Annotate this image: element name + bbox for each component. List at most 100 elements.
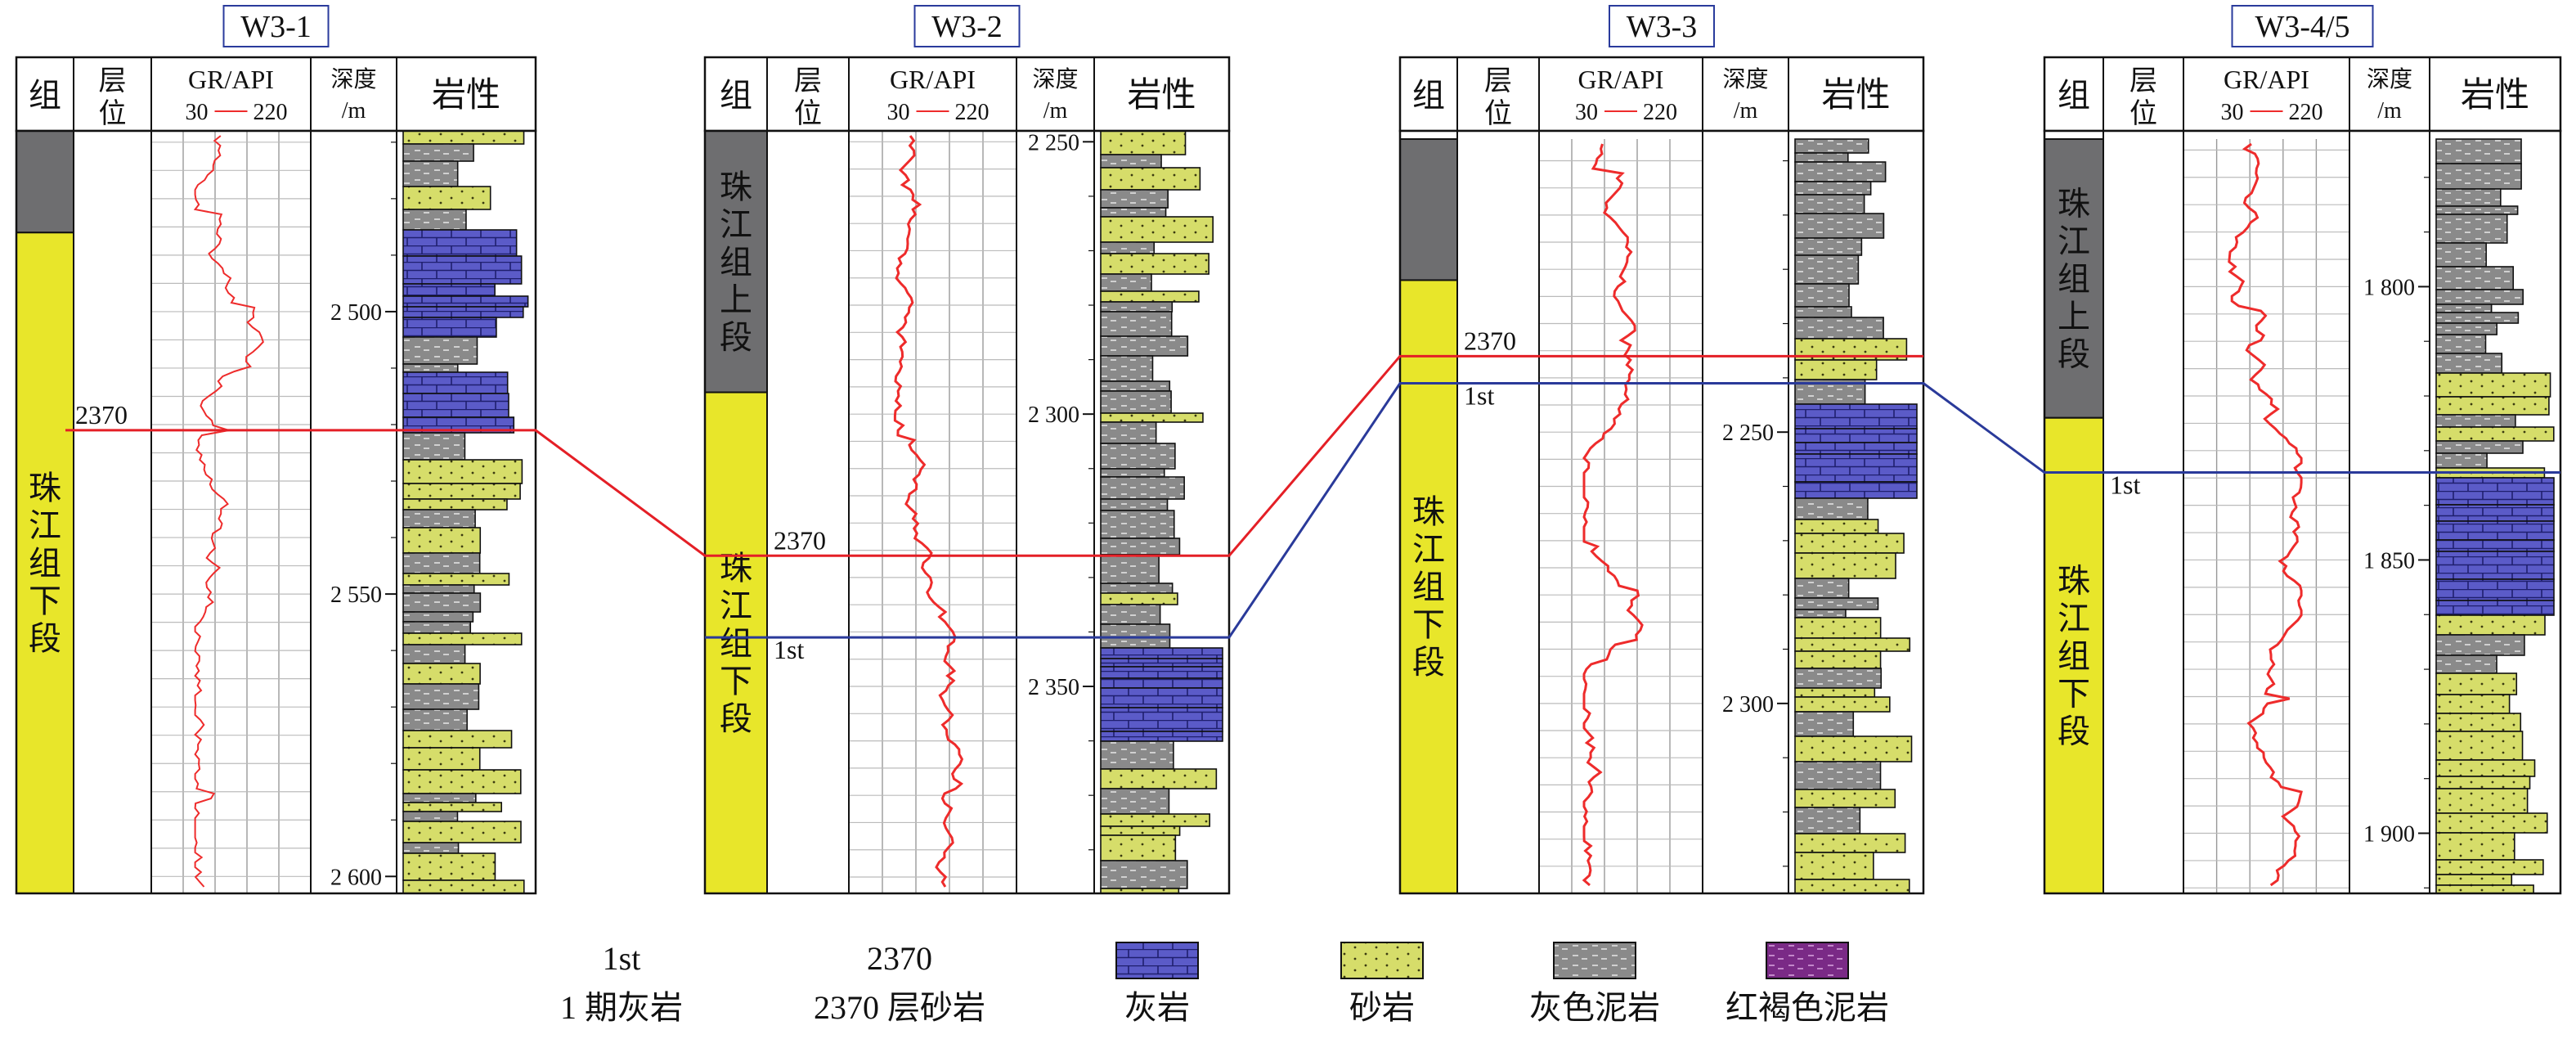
gr-track [849,131,1016,893]
depth-tick-label: 2 600 [330,865,382,890]
header-row [15,56,537,133]
upper-member-label-char: 上 [720,281,752,319]
lower-member-label-char: 江 [29,507,61,545]
lithology-track [1100,130,1223,894]
lower-member-label-char: 段 [720,700,752,738]
upper-member-band [1399,138,1458,281]
header-gr: GR/API [1578,65,1664,94]
correlation-line-1st [705,381,2560,639]
lower-member-label-char: 江 [720,587,752,625]
lower-member-label-char: 江 [1412,531,1445,569]
legend-swatch-sandstone [1340,942,1424,979]
header-layer-2: 位 [794,97,822,130]
marker-label-1st: 1st [774,635,804,664]
header-gr: GR/API [890,65,976,94]
lower-member-label-char: 下 [1412,606,1445,644]
well-title: W3-1 [240,10,312,44]
header-layer-2: 位 [99,97,127,130]
header-layer-1: 层 [1484,65,1512,97]
lower-member-label-char: 珠 [1412,493,1445,531]
marker-label-2370: 2370 [1464,326,1516,355]
header-gr: GR/API [188,65,274,94]
lithology-track [2435,138,2555,894]
depth-tick-label: 2 300 [1722,692,1774,717]
lithology-track [1794,138,1918,894]
legend-symbol-text: 1st [603,940,641,977]
gr-track [1539,139,1703,893]
upper-member-label-char: 珠 [2058,185,2090,223]
legend-label: 灰岩 [1124,989,1190,1027]
header-gr-min: 30 [186,100,209,125]
header-gr-min: 30 [1575,100,1598,125]
lithology-track [402,130,529,894]
legend-swatch-grey_mudstone [1553,942,1636,979]
header-depth-2: /m [1734,98,1758,124]
header-gr: GR/API [2224,65,2309,94]
lower-member-label-char: 段 [2058,713,2090,750]
header-depth-1: 深度 [330,65,376,92]
legend-swatch-limestone [1115,942,1199,979]
gr-curve [193,135,264,888]
lower-member-label-char: 珠 [29,470,61,507]
header-depth-2: /m [2377,98,2402,124]
gr-curve [893,135,964,888]
header-layer-1: 层 [2129,65,2157,97]
depth-tick-label: 2 300 [1028,403,1079,428]
header-depth-1: 深度 [1032,65,1078,92]
upper-member-band [2044,138,2104,419]
legend-label: 灰色泥岩 [1529,989,1660,1027]
lower-member-label-char: 组 [720,625,752,663]
lower-member-label-char: 下 [2058,675,2090,713]
header-depth-1: 深度 [2367,65,2412,92]
lower-member-label-char: 江 [2058,600,2090,637]
upper-member-band [16,130,74,234]
header-layer-1: 层 [99,65,127,97]
lower-member-label-char: 珠 [2058,562,2090,600]
header-lithology: 岩性 [2461,74,2529,115]
depth-tick-label: 2 500 [330,300,382,326]
header-gr-max: 220 [955,100,990,125]
legend-item-2: 2370 2370 层砂岩 [814,940,985,1026]
gr-curve [1582,143,1644,887]
lower-member-label-char: 下 [720,663,752,700]
depth-tick-label: 1 900 [2363,822,2415,848]
well-title: W3-3 [1627,10,1698,44]
legend-item-5: 灰色泥岩 [1529,942,1660,1027]
upper-member-label-char: 江 [2058,223,2090,260]
header-gr-max: 220 [1643,100,1677,125]
legend-symbol-text: 2370 [867,940,932,977]
legend-item-6: 红褐色泥岩 [1726,942,1889,1027]
header-layer-2: 位 [2129,97,2157,130]
header-layer-2: 位 [1484,97,1512,130]
header-lithology: 岩性 [432,74,500,115]
depth-tick-label: 2 250 [1722,421,1774,446]
header-gr-max: 220 [254,100,288,125]
depth-tick-label: 2 250 [1028,130,1079,155]
depth-tick-label: 1 850 [2363,548,2415,573]
marker-label-2370: 2370 [774,525,826,555]
marker-label-2370: 2370 [75,400,128,430]
upper-member-label-char: 珠 [720,169,752,206]
legend-item-1: 1st 1 期灰岩 [560,940,683,1026]
upper-member-label-char: 江 [720,206,752,244]
lower-member-label-char: 段 [1412,644,1445,681]
header-layer-1: 层 [794,65,822,97]
header-row [2043,56,2562,133]
correlation-line-2370 [65,354,1923,557]
upper-member-label-char: 段 [2058,335,2090,373]
well-title-box [913,5,1021,47]
well-title-box [2231,5,2374,47]
well-title: W3-4/5 [2255,10,2349,44]
gr-track [151,131,311,893]
legend-label: 2370 层砂岩 [814,989,985,1026]
header-gr-min: 30 [887,100,910,125]
gr-curve [2228,142,2303,887]
